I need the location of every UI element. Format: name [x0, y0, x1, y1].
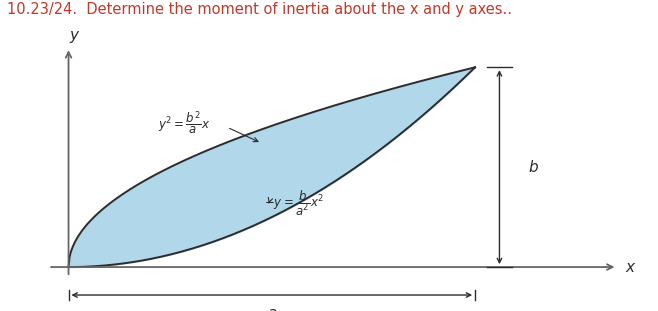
Text: 10.23/24.  Determine the moment of inertia about the x and y axes..: 10.23/24. Determine the moment of inerti… — [7, 2, 511, 16]
Text: $y^2 = \dfrac{b^2}{a}x$: $y^2 = \dfrac{b^2}{a}x$ — [158, 109, 211, 137]
Text: $y$: $y$ — [69, 29, 80, 45]
Text: $a$: $a$ — [266, 306, 277, 311]
Text: $b$: $b$ — [528, 159, 539, 175]
Text: $-y = \dfrac{b}{a^2}x^2$: $-y = \dfrac{b}{a^2}x^2$ — [264, 189, 324, 218]
Text: $x$: $x$ — [626, 260, 637, 275]
